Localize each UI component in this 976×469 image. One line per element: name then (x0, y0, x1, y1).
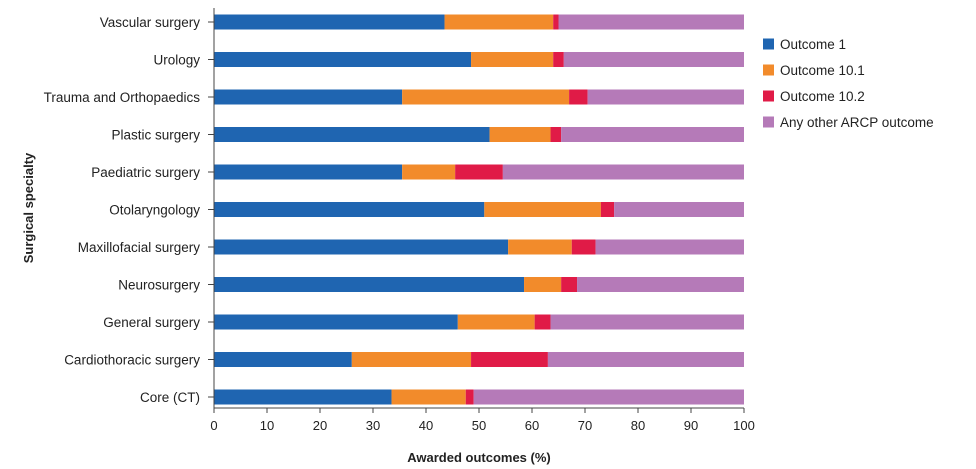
bar-segment (553, 14, 559, 30)
bar-segment (214, 164, 403, 180)
bar-segment (455, 164, 503, 180)
bar-segment (484, 202, 601, 217)
bar-segment (214, 52, 472, 67)
bar-segment (214, 314, 458, 330)
category-label: Plastic surgery (111, 128, 200, 143)
x-tick-label: 30 (366, 418, 380, 433)
category-label: Paediatric surgery (91, 165, 200, 180)
bar-segment (214, 127, 490, 142)
category-label: Urology (153, 53, 200, 68)
x-tick-label: 90 (684, 418, 698, 433)
x-tick-label: 40 (419, 418, 433, 433)
x-axis-title: Awarded outcomes (%) (407, 450, 551, 465)
category-label: Maxillofacial surgery (78, 240, 201, 255)
x-tick-label: 50 (472, 418, 486, 433)
legend-swatch (763, 38, 774, 50)
bar-segment (214, 14, 445, 30)
bar-segment (465, 389, 474, 405)
bar-segment (571, 239, 596, 255)
bar-segment (563, 52, 744, 67)
bar-segment (502, 164, 744, 180)
bar-segment (489, 127, 551, 142)
x-tick-label: 0 (210, 418, 217, 433)
bar-segment (508, 239, 572, 255)
x-tick-label: 80 (631, 418, 645, 433)
bar-segment (473, 389, 744, 405)
bar-segment (614, 202, 744, 217)
bar-segment (534, 314, 551, 330)
category-label: Vascular surgery (100, 15, 201, 30)
y-axis-title: Surgical specialty (21, 152, 36, 263)
bar-segment (553, 52, 564, 67)
bar-segment (569, 89, 588, 105)
category-label: Cardiothoracic surgery (64, 353, 200, 368)
bar-segment (214, 89, 403, 105)
bar-segment (561, 277, 578, 292)
bar-segment (587, 89, 744, 105)
bar-segment (214, 389, 392, 405)
bar-segment (595, 239, 744, 255)
x-tick-label: 10 (260, 418, 274, 433)
category-label: Trauma and Orthopaedics (44, 90, 201, 105)
bar-segment (471, 52, 554, 67)
legend-swatch (763, 116, 774, 128)
category-label: General surgery (103, 315, 200, 330)
legend-label: Outcome 1 (780, 37, 846, 52)
category-label: Core (CT) (140, 390, 200, 405)
bar-segment (550, 127, 562, 142)
legend-swatch (763, 64, 774, 76)
bar-segment (600, 202, 615, 217)
x-tick-label: 100 (733, 418, 755, 433)
bar-segment (550, 314, 744, 330)
legend-swatch (763, 90, 774, 102)
legend-label: Outcome 10.1 (780, 63, 865, 78)
bar-segment (444, 14, 554, 30)
bar-segment (402, 89, 570, 105)
bar-segment (524, 277, 562, 292)
bar-segment (402, 164, 456, 180)
legend-label: Outcome 10.2 (780, 89, 865, 104)
bar-segment (214, 202, 485, 217)
bar-segment (547, 352, 744, 367)
bar-segment (558, 14, 744, 30)
x-tick-label: 60 (525, 418, 539, 433)
bar-segment (391, 389, 466, 405)
bar-segment (577, 277, 744, 292)
x-tick-label: 70 (578, 418, 592, 433)
bar-segment (457, 314, 535, 330)
legend-label: Any other ARCP outcome (780, 115, 934, 130)
x-tick-label: 20 (313, 418, 327, 433)
bar-segment (214, 277, 525, 292)
bar-segment (351, 352, 472, 367)
bar-segment (471, 352, 548, 367)
bar-segment (561, 127, 744, 142)
category-label: Otolaryngology (109, 203, 200, 218)
bar-segment (214, 239, 509, 255)
category-label: Neurosurgery (118, 278, 200, 293)
bar-segment (214, 352, 352, 367)
